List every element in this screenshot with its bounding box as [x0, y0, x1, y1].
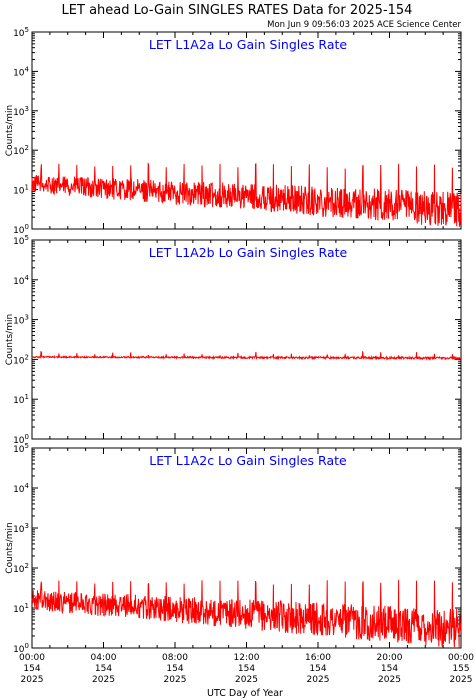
x-tick-doy: 154 — [309, 664, 326, 674]
y-tick-base: 10 — [13, 147, 25, 157]
y-tick-exponent: 3 — [25, 105, 29, 113]
y-tick-exponent: 5 — [25, 26, 29, 34]
chart-title: LET ahead Lo-Gain SINGLES RATES Data for… — [62, 3, 413, 18]
series-line — [31, 579, 462, 649]
y-tick-label: 100 — [13, 433, 29, 446]
y-axis-label: Counts/min — [5, 105, 15, 156]
y-tick-base: 10 — [13, 525, 25, 535]
y-tick-exponent: 4 — [25, 274, 30, 282]
y-tick-exponent: 2 — [25, 562, 29, 570]
y-tick-label: 104 — [13, 482, 29, 495]
y-tick-exponent: 2 — [25, 353, 29, 361]
y-tick-exponent: 0 — [25, 642, 29, 650]
y-tick-label: 105 — [13, 442, 29, 455]
y-tick-base: 10 — [13, 237, 25, 247]
x-tick-year: 2025 — [378, 675, 401, 685]
x-tick-doy: 154 — [166, 664, 183, 674]
y-tick-base: 10 — [13, 645, 25, 655]
y-tick-base: 10 — [13, 68, 25, 78]
generation-timestamp: Mon Jun 9 09:56:03 2025 ACE Science Cent… — [267, 20, 461, 30]
y-tick-exponent: 0 — [25, 223, 29, 231]
x-tick-time: 04:00 — [91, 653, 117, 663]
x-tick-time: 20:00 — [377, 653, 403, 663]
y-tick-label: 105 — [13, 234, 29, 247]
y-tick-exponent: 1 — [25, 393, 29, 401]
y-tick-label: 102 — [13, 353, 29, 366]
y-tick-exponent: 1 — [25, 602, 29, 610]
y-tick-exponent: 5 — [25, 234, 29, 242]
y-tick-base: 10 — [13, 445, 25, 455]
x-tick-doy: 155 — [452, 664, 469, 674]
y-axis-label: Counts/min — [5, 522, 15, 573]
panel-title: LET L1A2a Lo Gain Singles Rate — [149, 37, 347, 52]
y-tick-label: 105 — [13, 26, 29, 39]
x-tick-doy: 154 — [95, 664, 112, 674]
y-tick-base: 10 — [13, 565, 25, 575]
y-tick-base: 10 — [13, 356, 25, 366]
y-tick-base: 10 — [13, 108, 25, 118]
y-tick-exponent: 3 — [25, 314, 29, 322]
panel-title: LET L1A2b Lo Gain Singles Rate — [149, 245, 348, 260]
y-tick-label: 103 — [13, 314, 29, 327]
x-tick-year: 2025 — [164, 675, 187, 685]
x-tick-year: 2025 — [307, 675, 330, 685]
y-tick-label: 100 — [13, 223, 29, 236]
y-tick-label: 103 — [13, 522, 29, 535]
x-tick-year: 2025 — [92, 675, 115, 685]
y-axis-label: Counts/min — [5, 314, 15, 365]
y-tick-label: 104 — [13, 274, 29, 287]
x-axis-label: UTC Day of Year — [207, 688, 283, 699]
y-tick-label: 104 — [13, 65, 29, 78]
y-tick-label: 100 — [13, 642, 29, 655]
y-tick-base: 10 — [13, 317, 25, 327]
x-tick-time: 16:00 — [305, 653, 331, 663]
y-tick-exponent: 2 — [25, 144, 29, 152]
y-tick-exponent: 3 — [25, 522, 29, 530]
series-line — [31, 350, 462, 361]
y-tick-exponent: 5 — [25, 442, 29, 450]
y-tick-label: 103 — [13, 105, 29, 118]
x-tick-time: 00:00 — [448, 653, 474, 663]
y-tick-label: 101 — [13, 393, 29, 406]
y-tick-base: 10 — [13, 605, 25, 615]
x-tick-time: 12:00 — [234, 653, 260, 663]
y-tick-label: 101 — [13, 602, 29, 615]
y-tick-exponent: 4 — [25, 65, 30, 73]
y-tick-base: 10 — [13, 29, 25, 39]
x-tick-doy: 154 — [381, 664, 398, 674]
series-line — [31, 161, 462, 227]
y-tick-base: 10 — [13, 226, 25, 236]
plot-frame — [31, 239, 462, 440]
x-tick-doy: 154 — [238, 664, 255, 674]
y-tick-label: 102 — [13, 562, 29, 575]
panel-title: LET L1A2c Lo Gain Singles Rate — [149, 453, 347, 468]
y-tick-base: 10 — [13, 277, 25, 287]
x-tick-year: 2025 — [235, 675, 258, 685]
y-tick-exponent: 1 — [25, 184, 29, 192]
x-tick-year: 2025 — [450, 675, 473, 685]
x-tick-year: 2025 — [21, 675, 44, 685]
y-tick-base: 10 — [13, 396, 25, 406]
y-tick-exponent: 4 — [25, 482, 30, 490]
y-tick-exponent: 0 — [25, 433, 29, 441]
y-tick-label: 102 — [13, 144, 29, 157]
x-tick-time: 00:00 — [19, 653, 45, 663]
y-tick-base: 10 — [13, 187, 25, 197]
x-tick-labels: 00:00154202504:00154202508:00154202512:0… — [19, 653, 474, 685]
y-tick-base: 10 — [13, 485, 25, 495]
x-tick-time: 08:00 — [162, 653, 188, 663]
x-tick-doy: 154 — [23, 664, 40, 674]
y-tick-label: 101 — [13, 184, 29, 197]
y-tick-base: 10 — [13, 436, 25, 446]
